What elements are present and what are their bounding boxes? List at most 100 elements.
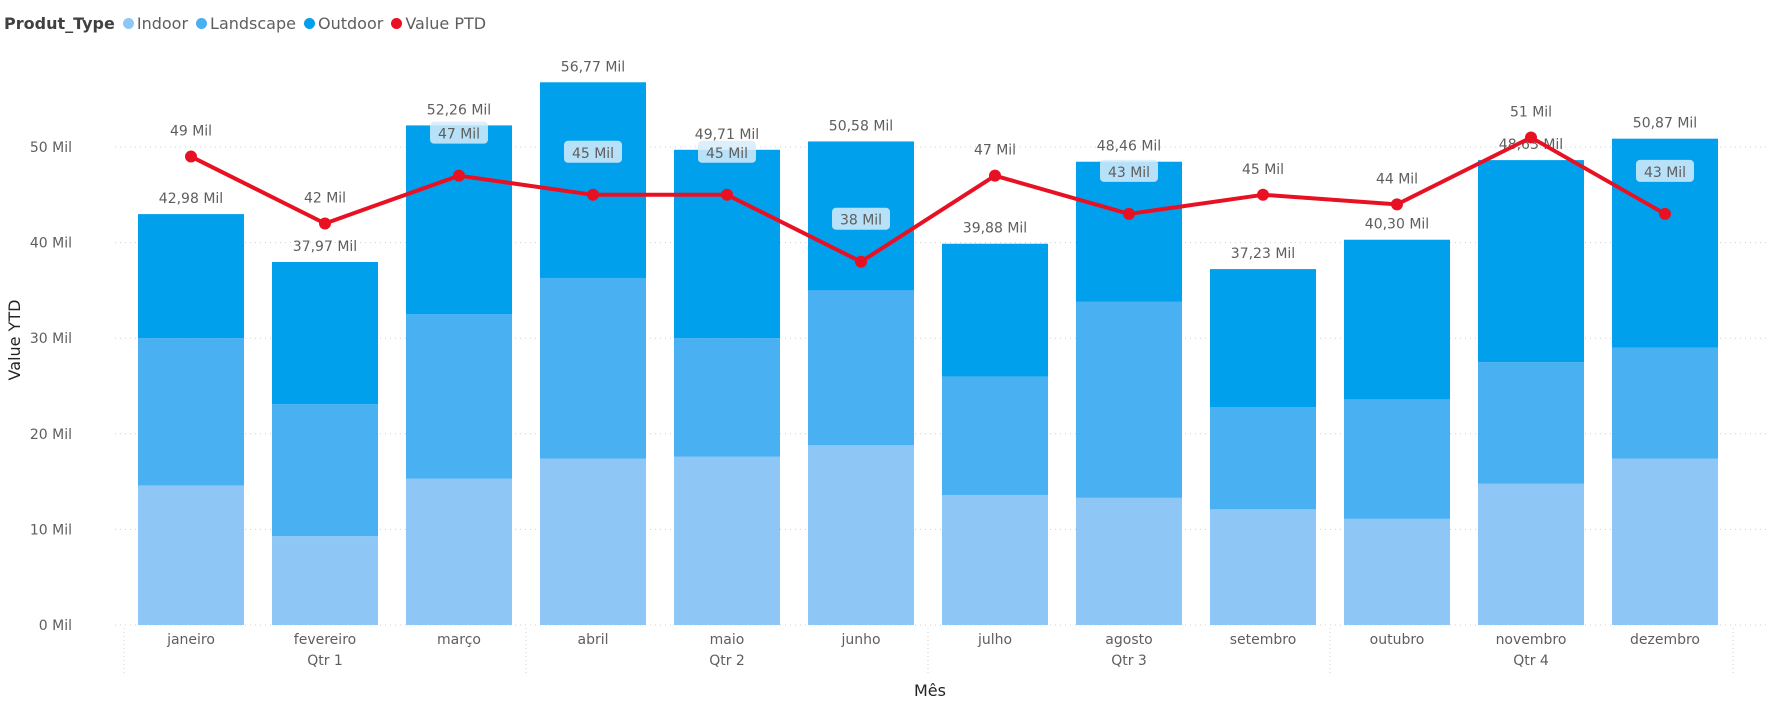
- line-data-label: 45 Mil: [706, 146, 748, 162]
- bar-segment-indoor: [406, 478, 512, 625]
- bar-segment-indoor: [1344, 518, 1450, 625]
- line-point: [1257, 188, 1269, 201]
- bar-segment-outdoor: [138, 214, 244, 339]
- line-point: [1525, 131, 1537, 144]
- bar-total-label: 48,63 Mil: [1499, 137, 1563, 153]
- legend-marker: [196, 17, 208, 29]
- line-point: [989, 169, 1001, 182]
- line-point: [185, 150, 197, 163]
- bar-segment-outdoor: [272, 262, 378, 405]
- bar-total-label: 42,98 Mil: [159, 191, 223, 207]
- x-tick-label: fevereiro: [294, 632, 356, 648]
- x-tick-label: setembro: [1230, 632, 1297, 648]
- y-tick-label: 0 Mil: [39, 618, 72, 634]
- x-tick-label: outubro: [1370, 632, 1425, 648]
- line-point: [319, 217, 331, 230]
- x-axis-title: Mês: [914, 681, 946, 700]
- line-value-ptd: [190, 135, 1666, 264]
- bar-total-label: 39,88 Mil: [963, 221, 1027, 237]
- legend-item[interactable]: Value PTD: [391, 14, 486, 33]
- chart-legend: Produt_Type Indoor Landscape Outdoor Value …: [4, 12, 494, 34]
- line-data-label: 43 Mil: [1108, 165, 1150, 181]
- bar-segment-outdoor: [540, 82, 646, 278]
- bar-segment-landscape: [808, 290, 914, 446]
- bar-segment-landscape: [674, 338, 780, 457]
- legend-label: Indoor: [136, 13, 189, 33]
- bar-total-label: 49,71 Mil: [695, 127, 759, 143]
- x-group-label: Qtr 4: [1513, 653, 1549, 669]
- line-point: [855, 255, 867, 268]
- line-data-label: 45 Mil: [1242, 162, 1284, 178]
- bar-segment-outdoor: [1076, 161, 1182, 302]
- line-data-label: 43 Mil: [1644, 165, 1686, 181]
- bar-segment-indoor: [1076, 497, 1182, 625]
- x-tick-label: abril: [577, 632, 608, 648]
- x-tick-label: dezembro: [1630, 632, 1700, 648]
- line-point: [587, 188, 599, 201]
- line-label-box: [1636, 159, 1694, 182]
- legend-item[interactable]: Indoor: [122, 13, 189, 33]
- y-tick-label: 10 Mil: [30, 522, 72, 538]
- bar-segment-landscape: [1210, 407, 1316, 510]
- bar-total-label: 56,77 Mil: [561, 59, 625, 75]
- bar-segment-landscape: [1076, 301, 1182, 498]
- legend-title: Produt_Type: [4, 13, 115, 33]
- line-label-box: [832, 207, 890, 230]
- bar-total-label: 40,30 Mil: [1365, 217, 1429, 233]
- line-point: [1659, 207, 1671, 220]
- bar-total-label: 37,97 Mil: [293, 239, 357, 255]
- line-data-label: 47 Mil: [974, 143, 1016, 159]
- bar-segment-indoor: [942, 494, 1048, 625]
- bar-segment-indoor: [1210, 509, 1316, 625]
- legend-label: Value PTD: [405, 13, 487, 33]
- bar-segment-outdoor: [1210, 269, 1316, 408]
- x-tick-label: agosto: [1105, 632, 1152, 648]
- bar-segment-landscape: [1612, 347, 1718, 459]
- legend-item[interactable]: Outdoor: [303, 13, 384, 33]
- line-data-label: 45 Mil: [572, 146, 614, 162]
- y-tick-label: 30 Mil: [30, 331, 72, 347]
- x-group-label: Qtr 2: [709, 653, 745, 669]
- bar-segment-landscape: [1478, 362, 1584, 484]
- line-label-box: [698, 140, 756, 163]
- bar-total-label: 37,23 Mil: [1231, 246, 1295, 262]
- bar-segment-outdoor: [1344, 239, 1450, 400]
- line-data-label: 51 Mil: [1510, 104, 1552, 120]
- line-label-box: [564, 140, 622, 163]
- line-point: [721, 188, 733, 201]
- bar-segment-outdoor: [674, 149, 780, 339]
- bar-segment-landscape: [272, 404, 378, 537]
- bar-segment-landscape: [540, 277, 646, 459]
- x-tick-label: julho: [977, 632, 1012, 648]
- legend-marker: [391, 17, 403, 29]
- bar-segment-landscape: [1344, 399, 1450, 519]
- line-label-box: [1100, 159, 1158, 182]
- line-data-label: 38 Mil: [840, 213, 882, 229]
- bar-segment-indoor: [1612, 458, 1718, 625]
- legend-item[interactable]: Landscape: [196, 14, 296, 33]
- line-point: [1391, 198, 1403, 211]
- x-tick-label: janeiro: [166, 632, 215, 648]
- x-tick-label: junho: [840, 632, 880, 648]
- line-point: [453, 169, 465, 182]
- x-group-label: Qtr 3: [1111, 653, 1147, 669]
- bar-segment-landscape: [138, 338, 244, 486]
- x-tick-label: março: [437, 632, 481, 648]
- line-data-label: 42 Mil: [304, 190, 346, 206]
- bar-segment-indoor: [808, 445, 914, 625]
- line-data-label: 49 Mil: [170, 124, 212, 140]
- bar-segment-indoor: [1478, 483, 1584, 625]
- bar-segment-indoor: [138, 485, 244, 625]
- y-tick-label: 40 Mil: [30, 236, 72, 252]
- bar-total-label: 50,87 Mil: [1633, 116, 1697, 132]
- bar-segment-outdoor: [942, 243, 1048, 377]
- bar-segment-outdoor: [1478, 160, 1584, 363]
- y-tick-label: 20 Mil: [30, 427, 72, 443]
- bar-segment-indoor: [272, 536, 378, 625]
- y-tick-label: 50 Mil: [30, 140, 72, 156]
- bar-segment-indoor: [540, 458, 646, 625]
- legend-label: Outdoor: [317, 13, 384, 33]
- y-axis-title: Value YTD: [5, 300, 24, 381]
- bar-segment-indoor: [674, 456, 780, 625]
